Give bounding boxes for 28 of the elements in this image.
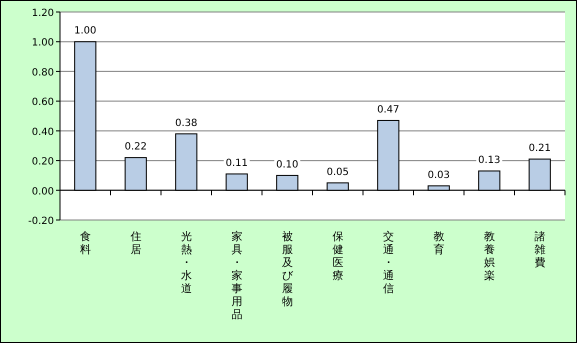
- data-label: 0.11: [226, 158, 248, 169]
- x-tick-label: 食料: [80, 230, 91, 256]
- x-tick-label: 交通・通信: [382, 230, 394, 295]
- x-tick-label: 教育: [433, 230, 444, 256]
- y-tick-label: -0.20: [28, 216, 54, 227]
- y-tick-label: 0.20: [32, 156, 54, 168]
- x-tick-label: 住居: [130, 230, 142, 256]
- y-tick-label: 0.40: [32, 126, 54, 138]
- data-label: 0.03: [428, 170, 450, 181]
- data-label: 0.13: [478, 154, 500, 166]
- y-tick-label: 0.60: [32, 97, 54, 108]
- x-tick-label: 保健医療: [332, 230, 344, 282]
- y-tick-label: 1.00: [32, 38, 54, 49]
- data-label: 0.21: [528, 143, 551, 154]
- y-tick-label: 0.80: [32, 67, 54, 78]
- data-label: 0.05: [326, 166, 349, 178]
- x-tick-label: 教養娯楽: [484, 230, 495, 282]
- y-tick-label: 0.00: [32, 186, 54, 198]
- data-label: 0.47: [377, 104, 400, 116]
- x-tick-label: 光熱・水道: [180, 230, 192, 295]
- data-label: 0.10: [276, 159, 298, 170]
- data-label: 0.38: [175, 118, 198, 129]
- y-tick-label: 1.20: [32, 8, 54, 19]
- data-label: 1.00: [74, 26, 96, 37]
- data-label: 0.22: [124, 142, 147, 153]
- x-tick-label: 家具・家事用品: [231, 230, 242, 321]
- x-tick-label: 諸雑費: [534, 230, 546, 269]
- x-tick-label: 被服及び履物: [282, 230, 294, 308]
